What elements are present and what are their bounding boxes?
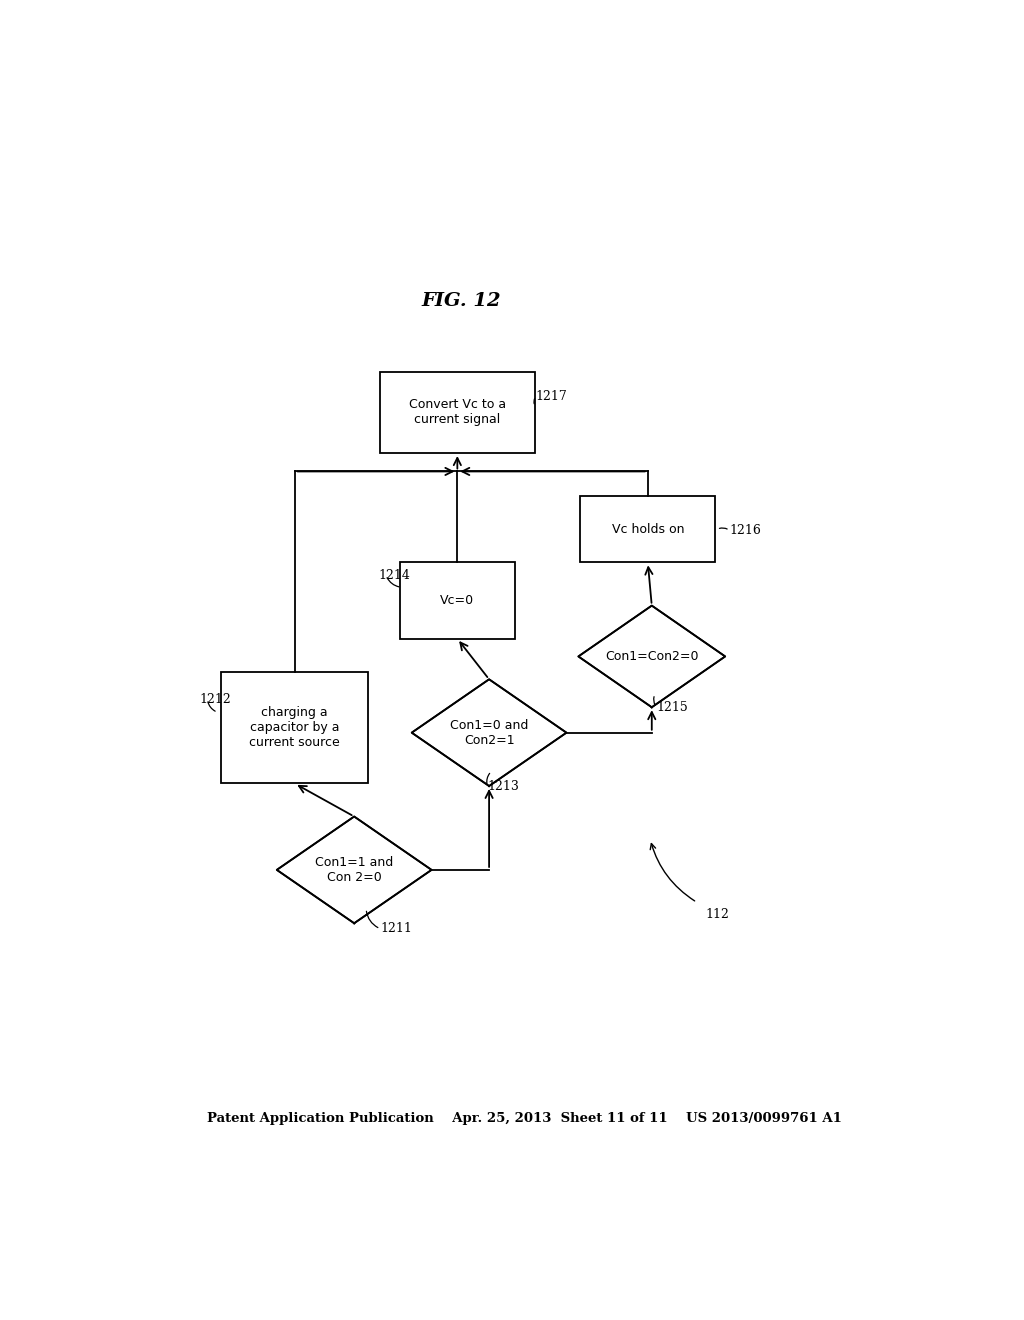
Text: charging a
capacitor by a
current source: charging a capacitor by a current source	[249, 706, 340, 748]
Text: 1214: 1214	[378, 569, 410, 582]
Bar	[380, 372, 535, 453]
Text: Vc holds on: Vc holds on	[611, 523, 684, 536]
Polygon shape	[579, 606, 725, 708]
Text: Con1=Con2=0: Con1=Con2=0	[605, 649, 698, 663]
Text: Con1=0 and
Con2=1: Con1=0 and Con2=1	[450, 718, 528, 747]
Bar	[581, 496, 716, 562]
Text: 1211: 1211	[380, 923, 413, 936]
Text: Vc=0: Vc=0	[440, 594, 474, 607]
Bar	[221, 672, 368, 784]
Text: 1212: 1212	[200, 693, 231, 706]
Text: Con1=1 and
Con 2=0: Con1=1 and Con 2=0	[315, 855, 393, 884]
Text: Patent Application Publication    Apr. 25, 2013  Sheet 11 of 11    US 2013/00997: Patent Application Publication Apr. 25, …	[208, 1113, 842, 1126]
Text: 1216: 1216	[729, 524, 762, 537]
Text: 1217: 1217	[536, 389, 567, 403]
Polygon shape	[276, 817, 431, 923]
Text: FIG. 12: FIG. 12	[422, 292, 501, 310]
Bar	[399, 562, 515, 639]
Text: 112: 112	[706, 908, 730, 921]
Text: Convert Vc to a
current signal: Convert Vc to a current signal	[409, 399, 506, 426]
Polygon shape	[412, 680, 566, 785]
Text: 1215: 1215	[656, 701, 688, 714]
Text: 1213: 1213	[487, 780, 519, 793]
